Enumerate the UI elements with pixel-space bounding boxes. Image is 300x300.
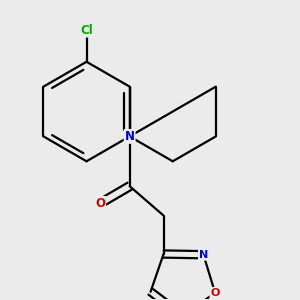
Text: O: O <box>210 288 220 298</box>
Text: Cl: Cl <box>80 24 93 37</box>
Text: N: N <box>124 130 135 143</box>
Text: O: O <box>95 197 105 210</box>
Text: N: N <box>199 250 208 260</box>
